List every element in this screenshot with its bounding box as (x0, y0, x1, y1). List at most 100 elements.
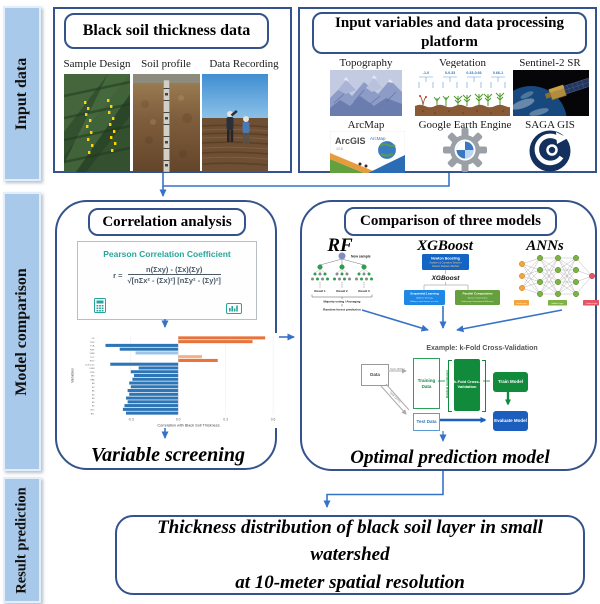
chart-bar (129, 392, 179, 396)
sequential-learning-sub1: Additive Strategy (416, 297, 433, 300)
chart-bar (122, 407, 179, 411)
svg-text:LS-Factor: LS-Factor (85, 363, 95, 366)
chart-bar (105, 343, 179, 347)
newton-boosting-sub2: Newton Raphson Method (432, 265, 460, 268)
svg-text:ROV: ROV (90, 361, 95, 363)
chart-bar (132, 377, 179, 381)
kfold-data-box: Data (361, 364, 389, 386)
ann-legend-input: Input Layer (516, 302, 526, 305)
svg-text:B8: B8 (92, 383, 95, 385)
svg-text:B8A: B8A (90, 378, 95, 381)
arcmap-label: ArcMap (347, 119, 385, 131)
chart-bar (126, 396, 179, 400)
chart-bar (178, 340, 253, 344)
rf-root-node (338, 252, 346, 260)
ann-legend-output: Output Layer (586, 302, 598, 305)
svg-text:0.3: 0.3 (223, 418, 228, 422)
kfold-test-box: Test Data (413, 413, 440, 431)
topography-label: Topography (339, 57, 393, 69)
kfold-split1-label: Split (80%) (390, 367, 405, 371)
three-models-diagrams: RF New sample Result 1 Result 2 Result 3 (311, 235, 599, 312)
chart-bar (178, 355, 202, 359)
sentinel-label: Sentinel-2 SR (519, 57, 581, 69)
chart-bar (110, 362, 179, 366)
black-soil-data-box: Black soil thickness data Sample Design … (53, 7, 292, 173)
pearson-formula: r = n(Σxy) - (Σx)(Σy) √[nΣx² - (Σx)²] [n… (78, 265, 256, 285)
correlation-bar-chart: VDTCWTCARSPVRMPLCROVLS-FactorDEMCNDBSIB8… (70, 333, 285, 428)
sidebar-section-result-prediction: Result prediction (3, 477, 41, 603)
sample-points (84, 99, 117, 154)
svg-text:B12: B12 (91, 409, 96, 411)
rf-result-1: Result 1 (314, 289, 326, 293)
pearson-title: Pearson Correlation Coefficient (103, 249, 231, 259)
ann-legend: Input Layer Hidden Layer Output Layer (514, 300, 599, 306)
field-people (226, 109, 250, 144)
formula-denominator: √[nΣx² - (Σx)²] [nΣy² - (Σy)²] (127, 274, 221, 285)
ndvi-range-2: 0-0.33 (445, 71, 455, 75)
black-soil-data-title: Black soil thickness data (64, 13, 269, 49)
sequential-learning-title: Sequential Learning (410, 292, 439, 296)
svg-text:RSP: RSP (90, 349, 95, 351)
chart-bar (135, 351, 179, 355)
model-comparison-box: Comparison of three models RF New sample (300, 200, 599, 471)
google-earth-engine-logo (443, 128, 487, 172)
pearson-card: Pearson Correlation Coefficient r = n(Σx… (77, 241, 257, 320)
gear-teeth (443, 128, 487, 172)
newton-boosting-title: Newton Boosting (431, 257, 460, 261)
sidebar-label-input-data: Input data (13, 57, 31, 130)
model-comparison-title: Comparison of three models (344, 207, 557, 236)
svg-text:VRM: VRM (90, 353, 95, 355)
newton-boosting-sub1: Gradient & Curvature Descent (429, 262, 461, 265)
svg-text:VD: VD (91, 338, 94, 340)
kfold-training-box: Training Data (413, 358, 440, 409)
anns-title: ANNs (525, 238, 564, 254)
vegetation-label: Vegetation (438, 57, 487, 69)
kfold-split2-label: Split (20%) (388, 390, 402, 404)
saga-gis-logo (529, 130, 571, 172)
optimal-model-caption: Optimal prediction model (350, 447, 550, 468)
formula-r: r = (113, 270, 123, 280)
topography-image (330, 70, 402, 116)
svg-text:0.0: 0.0 (176, 418, 181, 422)
chart-bar (124, 404, 179, 408)
variable-screening-caption: Variable screening (91, 444, 245, 466)
ann-hidden-nodes (537, 255, 579, 297)
rf-voting: Majority voting / Averaging (324, 300, 361, 304)
rf-result-3: Result 3 (358, 289, 370, 293)
xgboost-mid-label: XGBoost (431, 275, 461, 282)
chart-bar (129, 381, 179, 385)
ndvi-range-3: 0.33-0.66 (466, 71, 481, 75)
vegetation-image: -1-0 0-0.33 0.33-0.66 0.66-1 (415, 68, 510, 116)
arrow-models-to-result (323, 471, 444, 508)
arcgis-logo: ArcGIS ArcMap 10.8 (330, 131, 405, 173)
sample-design-image (64, 74, 130, 172)
rf-new-sample: New sample (351, 255, 371, 259)
sequential-learning-sub2: Adding a weak learner at a time (410, 300, 439, 303)
chart-ylabel: Variables (71, 368, 75, 383)
calculator-icon (94, 298, 106, 313)
kfold-title: Example: k-Fold Cross-Validation (426, 345, 538, 352)
bar-chart-icon (226, 303, 242, 314)
formula-numerator: n(Σxy) - (Σx)(Σy) (145, 265, 203, 274)
xgboost-diagram: XGBoost Newton Boosting Gradient & Curva… (404, 238, 500, 305)
kfold-cv-box: k-Fold Cross-Validation (454, 359, 480, 411)
satellite (544, 77, 589, 101)
sentinel-image (513, 70, 589, 116)
svg-text:B5: B5 (92, 394, 95, 396)
measuring-tape (163, 79, 170, 172)
arcgis-text: ArcGIS (335, 136, 366, 146)
parallel-computation-title: Parallel Computation (462, 292, 492, 296)
chart-bar (133, 373, 179, 378)
sidebar-section-input-data: Input data (3, 6, 41, 181)
rf-title: RF (326, 235, 353, 256)
chart-bar (178, 358, 218, 362)
chart-bar (119, 347, 179, 351)
ann-legend-hidden: Hidden Layer (552, 303, 564, 305)
data-recording-label: Data Recording (209, 58, 279, 70)
sidebar-section-model-comparison: Model comparison (3, 192, 41, 471)
xgboost-title: XGBoost (416, 238, 474, 254)
parallel-computation-sub2: Enhancing Computational Efficiency (462, 300, 494, 303)
ndvi-range-4: 0.66-1 (493, 71, 503, 75)
ann-connections (521, 257, 593, 295)
kfold-evaluate-model-box: Evaluate Model (493, 411, 528, 431)
